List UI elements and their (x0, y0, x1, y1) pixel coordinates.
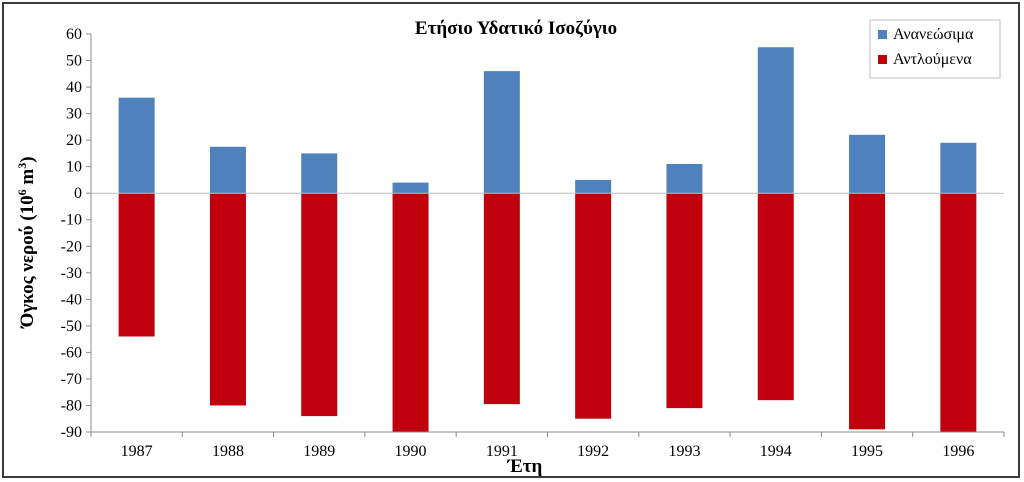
y-tick-label: 30 (66, 106, 82, 123)
bar-antloumena-1990 (392, 193, 429, 432)
bar-antloumena-1991 (483, 193, 520, 405)
y-axis-title-sup2: 3 (15, 163, 29, 169)
x-tick-label: 1988 (212, 443, 244, 460)
y-tick-label: -20 (61, 238, 82, 255)
bar-ananeosima-1995 (849, 134, 886, 194)
bar-antloumena-1996 (940, 193, 977, 432)
legend: Ανανεώσιμα Αντλούμενα (869, 19, 1001, 79)
bar-chart: 60 50 40 30 20 10 0 -10 -20 -30 -40 -50 -60 -70 -80 -90… (15, 18, 1005, 477)
x-tick-label: 1992 (577, 443, 609, 460)
y-axis-title-unit: m (17, 169, 38, 190)
y-tick-label: -90 (61, 424, 82, 441)
legend-swatch-ananeosima (878, 30, 887, 39)
bar-ananeosima-1996 (940, 142, 977, 194)
legend-label-antloumena: Αντλούμενα (893, 51, 972, 68)
x-tick-label: 1987 (121, 443, 153, 460)
bar-antloumena-1987 (118, 193, 155, 337)
y-tick-label: 60 (66, 26, 82, 43)
bar-ananeosima-1992 (575, 179, 612, 194)
bar-ananeosima-1988 (209, 146, 246, 194)
y-axis-title: Όγκος νερού (106 m3) (15, 156, 38, 329)
y-tick-label: 0 (74, 185, 82, 202)
bar-antloumena-1988 (209, 193, 246, 406)
legend-label-ananeosima: Ανανεώσιμα (893, 26, 974, 43)
bar-ananeosima-1987 (118, 97, 155, 194)
y-axis-title-sup: 6 (15, 189, 29, 195)
y-tick-label: 20 (66, 132, 82, 149)
x-tick-label: 1995 (851, 443, 883, 460)
bar-ananeosima-1989 (301, 153, 338, 194)
x-tick-label: 1996 (942, 443, 974, 460)
legend-box (869, 19, 1001, 79)
x-tick-label: 1989 (303, 443, 335, 460)
y-axis-title-close: ) (17, 156, 38, 162)
y-tick-label: 40 (66, 79, 82, 96)
chart-title: Ετήσιο Υδατικό Ισοζύγιο (415, 18, 617, 39)
bar-ananeosima-1991 (483, 71, 520, 194)
y-tick-label: -10 (61, 212, 82, 229)
x-axis-title: Έτη (507, 456, 543, 476)
y-tick-label: -40 (61, 291, 82, 308)
y-tick-label: -60 (61, 344, 82, 361)
bar-antloumena-1995 (849, 193, 886, 430)
y-tick-label: 10 (66, 159, 82, 176)
bar-antloumena-1994 (757, 193, 794, 401)
y-tick-label: 50 (66, 53, 82, 70)
bar-ananeosima-1990 (392, 182, 429, 194)
plot-area: 60 50 40 30 20 10 0 -10 -20 -30 -40 -50 -60 -70 -80 -90… (61, 26, 1005, 460)
legend-swatch-antloumena (878, 55, 887, 64)
y-tick-label: -70 (61, 371, 82, 388)
x-tick-label: 1994 (760, 443, 792, 460)
x-tick-label: 1990 (395, 443, 427, 460)
x-tick-label: 1991 (486, 443, 518, 460)
bar-ananeosima-1993 (666, 164, 703, 194)
bar-ananeosima-1994 (757, 47, 794, 194)
bar-antloumena-1993 (666, 193, 703, 409)
y-tick-label: -30 (61, 265, 82, 282)
y-tick-label: -50 (61, 318, 82, 335)
bar-antloumena-1989 (301, 193, 338, 417)
bar-antloumena-1992 (575, 193, 612, 419)
y-axis-title-main: Όγκος νερού (10 (17, 195, 38, 329)
y-tick-label: -80 (61, 397, 82, 414)
x-tick-label: 1993 (668, 443, 700, 460)
